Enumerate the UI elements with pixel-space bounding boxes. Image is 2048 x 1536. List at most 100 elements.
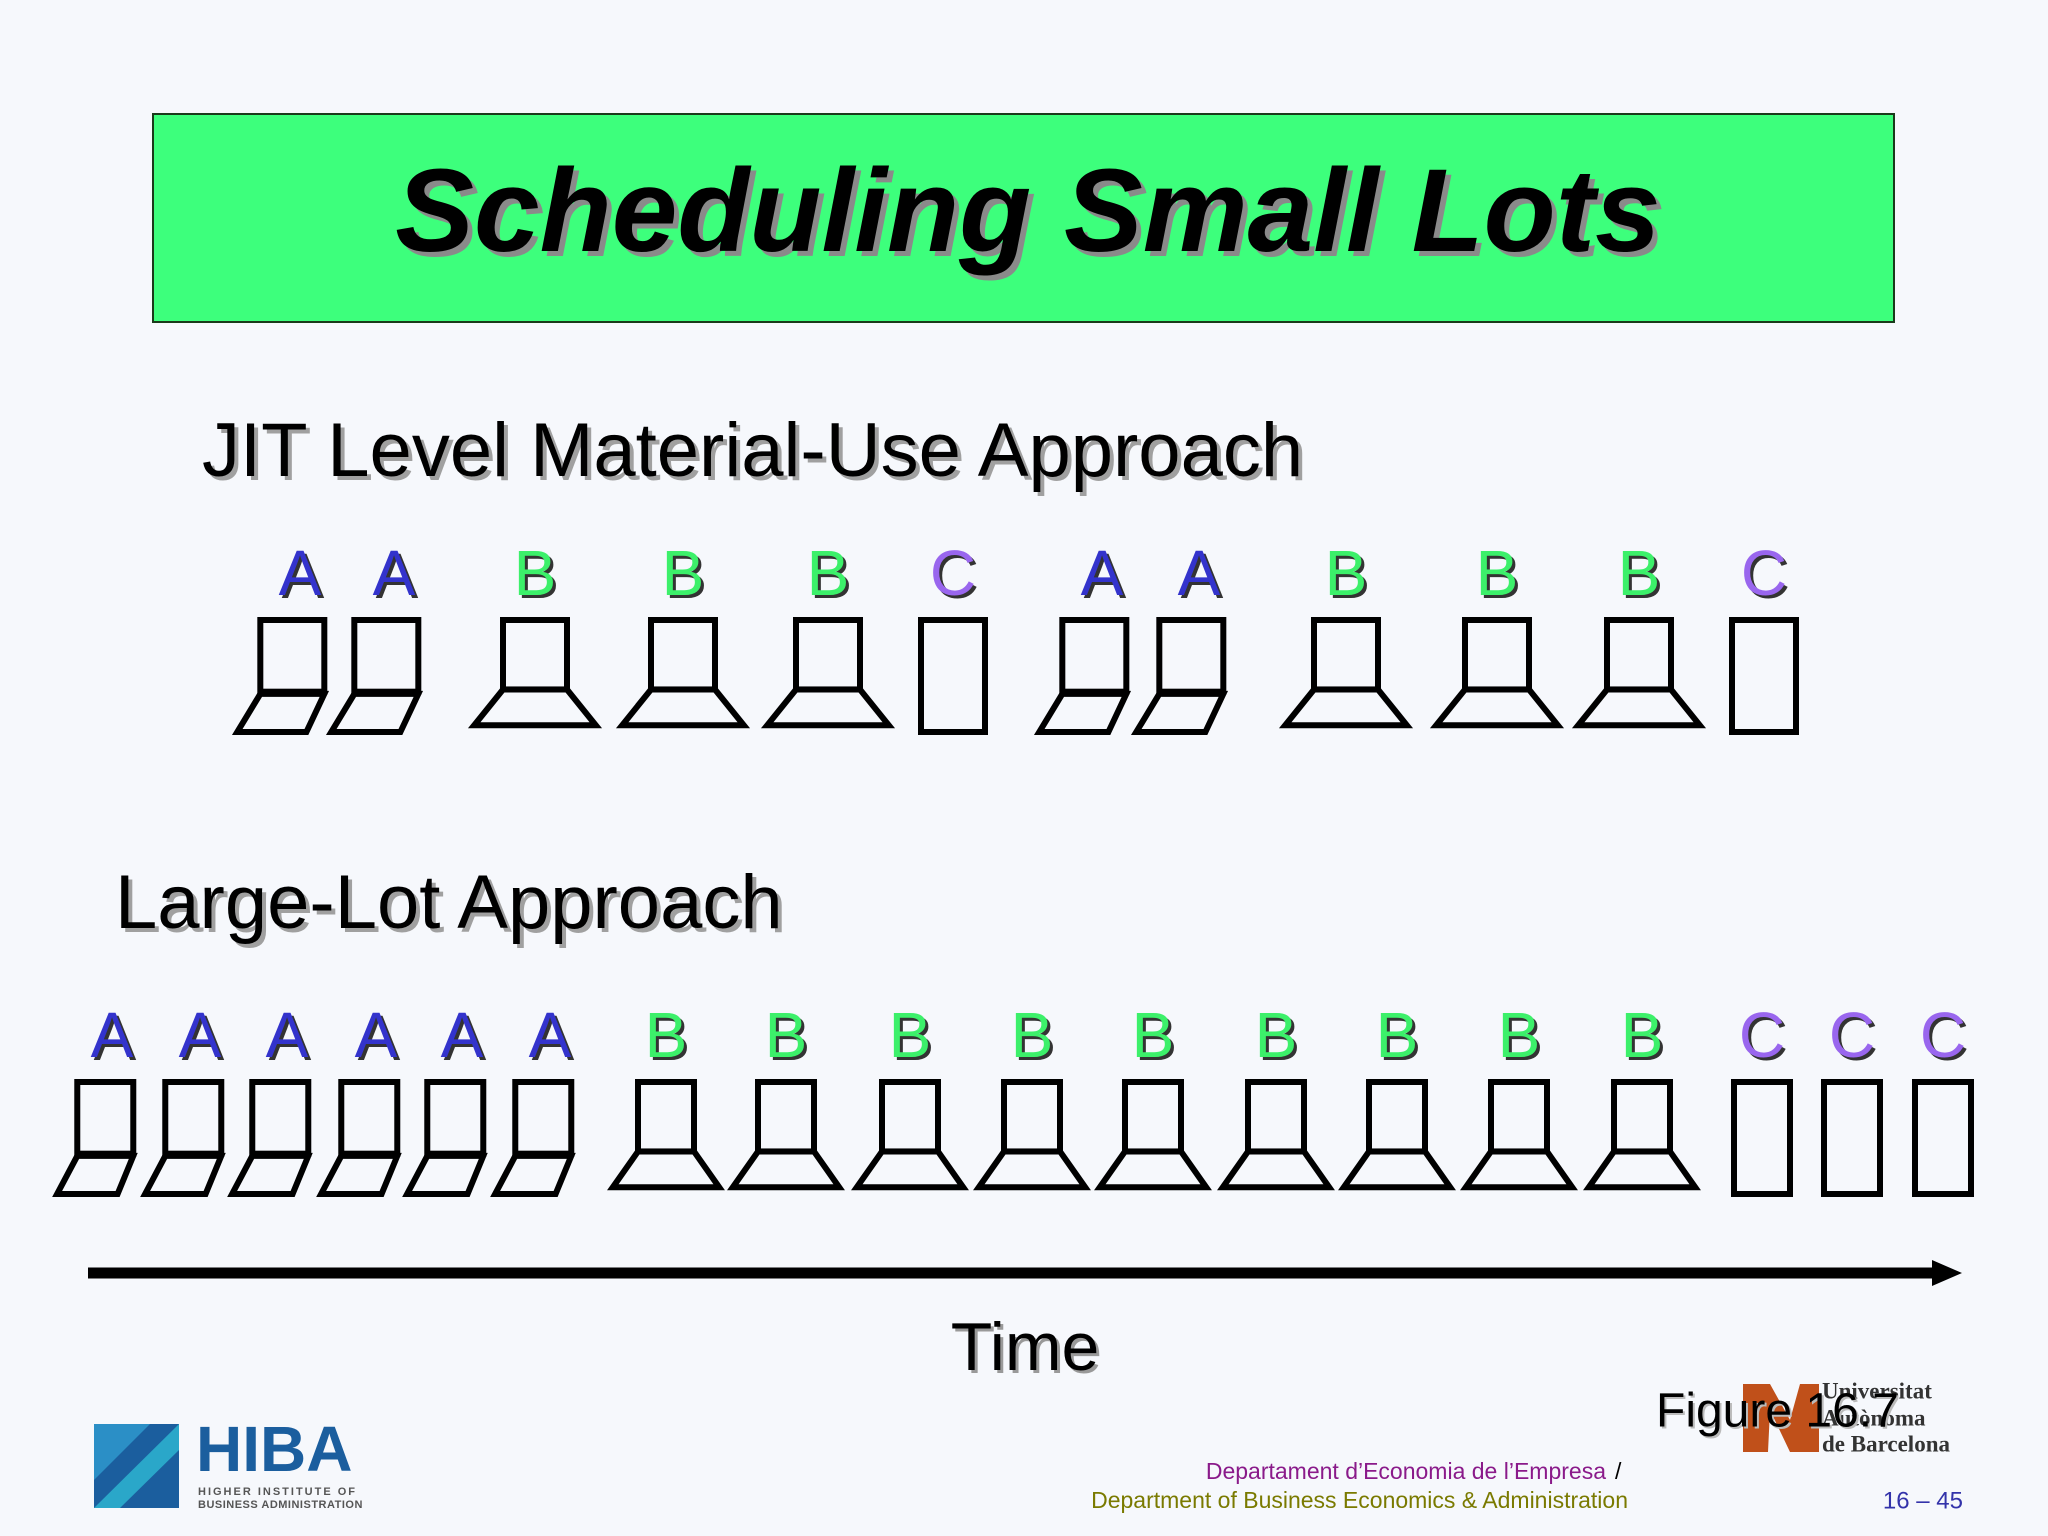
lot-icon-square xyxy=(1611,1079,1673,1155)
lot-letter: B xyxy=(1618,537,1661,609)
lot-letter: A xyxy=(373,537,416,609)
hiba-line2: BUSINESS ADMINISTRATION xyxy=(198,1499,363,1511)
uab-line1: Universitat xyxy=(1822,1378,1932,1403)
lot-letter: A xyxy=(179,999,222,1071)
hiba-name: HIBA xyxy=(196,1413,352,1485)
slide-title: Scheduling Small Lots xyxy=(395,145,1660,277)
lot-letter: B xyxy=(765,999,808,1071)
lot-icon-base xyxy=(140,1152,226,1197)
footer-department-en: Department of Business Economics & Admin… xyxy=(1091,1487,1628,1513)
lot-icon-base xyxy=(1571,686,1707,729)
lot-icon-base xyxy=(760,686,896,729)
lot-icon-square xyxy=(1156,617,1227,695)
lot-letter: B xyxy=(1376,999,1419,1071)
figure-label: Figure 16.7 xyxy=(1656,1385,1899,1438)
uab-logo: Universitat Autònoma de Barcelona xyxy=(1743,1378,1950,1456)
lot-icon-base xyxy=(1094,1148,1212,1191)
lot-icon-square xyxy=(162,1079,225,1157)
uab-line3: de Barcelona xyxy=(1822,1431,1950,1456)
lot-icon-square xyxy=(755,1079,817,1155)
time-arrow-head xyxy=(1932,1260,1962,1286)
lot-icon-square xyxy=(1059,617,1130,695)
lot-icon-base xyxy=(973,1148,1091,1191)
lot-icon-base xyxy=(1460,1148,1578,1191)
lot-icon-square xyxy=(351,617,422,695)
lot-icon-square xyxy=(1245,1079,1307,1155)
hiba-icon-stripe xyxy=(94,1424,179,1508)
axis-label: Time xyxy=(951,1309,1100,1385)
lot-icon-rect xyxy=(1821,1079,1883,1197)
lot-letter: B xyxy=(645,999,688,1071)
lot-icon-square xyxy=(512,1079,575,1157)
lot-letter: B xyxy=(1621,999,1664,1071)
hiba-icon-corner xyxy=(94,1424,150,1480)
lot-icon-base xyxy=(615,686,751,729)
lot-icon-base xyxy=(231,690,330,735)
title-box xyxy=(152,113,1895,323)
lot-icon-rect xyxy=(918,617,988,735)
lot-letter: B xyxy=(1476,537,1519,609)
lot-icon-base xyxy=(851,1148,969,1191)
lot-letter: B xyxy=(514,537,557,609)
lot-icon-square xyxy=(793,617,863,693)
lot-letter: A xyxy=(1178,537,1221,609)
lot-icon-base xyxy=(1033,690,1132,735)
lot-letter: A xyxy=(1081,537,1124,609)
lot-icon-base xyxy=(1217,1148,1335,1191)
lot-letter: C xyxy=(1920,999,1966,1071)
lot-icon-base xyxy=(1130,690,1229,735)
lot-icon-base xyxy=(1278,686,1414,729)
lot-letter: C xyxy=(1829,999,1875,1071)
footer-separator: / xyxy=(1615,1458,1622,1484)
lot-icon-square xyxy=(257,617,328,695)
lot-icon-square xyxy=(1462,617,1532,693)
page-number: 16 – 45 xyxy=(1883,1487,1963,1514)
lot-icon-square xyxy=(1604,617,1674,693)
lot-icon-square xyxy=(338,1079,401,1157)
lot-letter: B xyxy=(1132,999,1175,1071)
lot-letter: B xyxy=(1011,999,1054,1071)
lot-icon-square xyxy=(879,1079,941,1155)
uab-icon xyxy=(1743,1384,1819,1452)
lot-icon-square xyxy=(424,1079,487,1157)
lot-icon-base xyxy=(490,1152,576,1197)
lot-letter: B xyxy=(1325,537,1368,609)
lot-icon-base xyxy=(727,1148,845,1191)
lot-icon-base xyxy=(316,1152,402,1197)
lot-icon-base xyxy=(467,686,603,729)
lot-icon-square xyxy=(1001,1079,1063,1155)
lot-icon-base xyxy=(227,1152,313,1197)
uab-line2: Autònoma xyxy=(1822,1405,1926,1430)
lot-letter: A xyxy=(355,999,398,1071)
lot-icon-square xyxy=(1366,1079,1428,1155)
lot-icon-rect xyxy=(1912,1079,1974,1197)
lot-icon-square xyxy=(648,617,718,693)
lot-letter: C xyxy=(1739,999,1785,1071)
lot-icon-base xyxy=(325,690,424,735)
lot-icon-rect xyxy=(1731,1079,1793,1197)
lot-icon-base xyxy=(1583,1148,1701,1191)
lot-icon-square xyxy=(635,1079,697,1155)
lot-icon-rect xyxy=(1729,617,1799,735)
jit-heading: JIT Level Material-Use Approach xyxy=(202,408,1303,493)
lot-letter: C xyxy=(930,537,976,609)
lot-icon-square xyxy=(249,1079,312,1157)
lot-letter: B xyxy=(889,999,932,1071)
lot-letter: A xyxy=(279,537,322,609)
lot-icon-base xyxy=(52,1152,138,1197)
lot-letter: A xyxy=(266,999,309,1071)
lot-icon-square xyxy=(74,1079,137,1157)
lot-letter: B xyxy=(1255,999,1298,1071)
lot-letter: B xyxy=(807,537,850,609)
lot-icon-square xyxy=(1488,1079,1550,1155)
lot-letter: A xyxy=(441,999,484,1071)
lot-letter: B xyxy=(1498,999,1541,1071)
lot-icon-square xyxy=(500,617,570,693)
lot-icon-base xyxy=(402,1152,488,1197)
lot-icon-square xyxy=(1311,617,1381,693)
lot-letter: A xyxy=(529,999,572,1071)
hiba-logo: HIBA HIGHER INSTITUTE OF BUSINESS ADMINI… xyxy=(94,1413,363,1511)
